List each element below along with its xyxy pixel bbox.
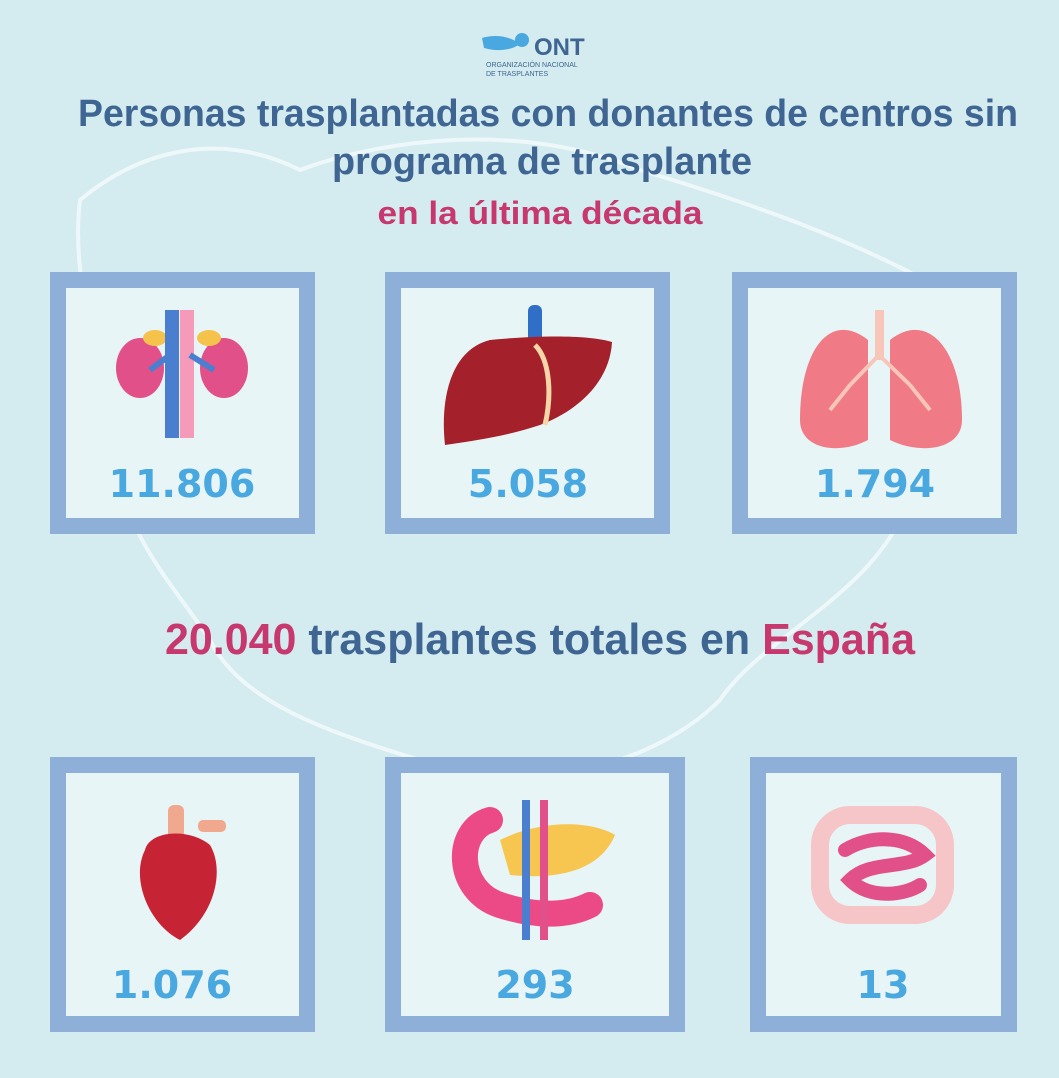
intestine-icon — [811, 806, 954, 924]
title-line: Personas trasplantadas con donantes de c… — [78, 93, 1018, 135]
card-value: 1.794 — [815, 462, 935, 506]
card-inner — [401, 773, 669, 1016]
total-country: España — [762, 615, 915, 664]
card-value: 293 — [495, 963, 574, 1007]
total-text: trasplantes totales en — [308, 615, 750, 664]
pancreas-icon — [452, 800, 615, 940]
logo: ONT ORGANIZACIÓN NACIONAL DE TRASPLANTES — [482, 33, 585, 78]
card-value: 13 — [857, 963, 910, 1007]
logo-icon — [482, 36, 520, 51]
logo-icon — [515, 33, 529, 47]
total-line: 20.040 trasplantes totales en España — [165, 615, 916, 664]
logo-subtitle: ORGANIZACIÓN NACIONAL — [486, 60, 578, 69]
card: 11.806 — [50, 272, 315, 534]
card: 1.076 — [50, 757, 315, 1032]
liver-icon — [443, 305, 612, 445]
logo-subtitle: DE TRASPLANTES — [486, 71, 548, 78]
total-number: 20.040 — [165, 615, 296, 664]
card: 1.794 — [732, 272, 1017, 534]
logo-name: ONT — [534, 34, 585, 61]
lungs-icon — [800, 310, 962, 449]
card: 5.058 — [385, 272, 670, 534]
kidney-icon — [116, 310, 248, 438]
heart-icon — [139, 805, 226, 940]
card: 293 — [385, 757, 685, 1032]
card: 13 — [750, 757, 1017, 1032]
card-value: 1.076 — [112, 963, 232, 1007]
title-line: programa de trasplante — [332, 141, 752, 183]
map-outline — [76, 137, 982, 779]
card-value: 5.058 — [468, 462, 588, 506]
subtitle: en la última década — [378, 195, 703, 231]
card-value: 11.806 — [109, 462, 256, 506]
